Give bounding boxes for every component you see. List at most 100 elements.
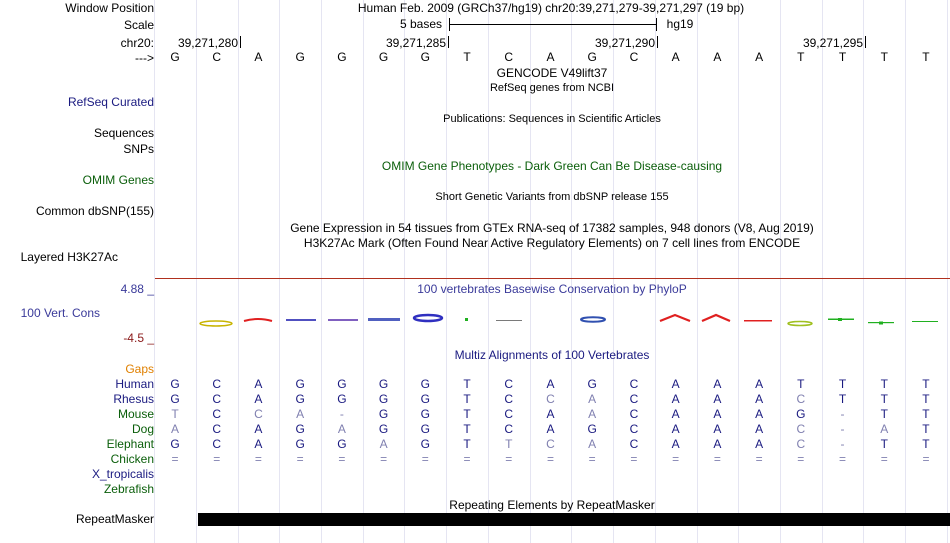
phylop-track-label[interactable]: 100 Vert. Cons [20,306,100,320]
gtex-track-title[interactable]: Gene Expression in 54 tissues from GTEx … [290,221,814,235]
snps-track-label[interactable]: SNPs [123,142,154,156]
alignment-base: A [588,437,597,451]
alignment-base: = [880,452,888,466]
base-gridline [446,0,447,543]
alignment-base: A [546,377,555,391]
reference-base: C [504,50,514,64]
alignment-base: T [922,407,930,421]
alignment-base: - [339,407,344,421]
coord-label: 39,271,295 [802,36,863,50]
phylop-mark-a [744,320,772,322]
track-separator [155,278,950,279]
alignment-base: C [254,407,263,421]
alignment-base: = [463,452,471,466]
alignment-base: A [170,422,179,436]
alignment-base: T [838,377,847,391]
alignment-base: G [378,407,389,421]
dbsnp-track-title[interactable]: Short Genetic Variants from dbSNP releas… [435,191,669,203]
species-label[interactable]: Chicken [110,452,154,466]
sequences-track-label[interactable]: Sequences [93,126,154,140]
alignment-base: T [838,392,847,406]
base-gridline [947,0,948,543]
phylop-mark-g [328,319,358,321]
phylop-mark-g [368,318,400,321]
repeatmasker-track-label[interactable]: RepeatMasker [75,512,154,526]
omim-track-title[interactable]: OMIM Gene Phenotypes - Dark Green Can Be… [381,159,723,173]
base-gridline [863,0,864,543]
strand-label: ---> [135,51,154,65]
reference-base: G [587,50,597,64]
base-gridline [697,0,698,543]
multiz-track-title[interactable]: Multiz Alignments of 100 Vertebrates [454,348,650,362]
base-gridline [571,0,572,543]
publications-track-title[interactable]: Publications: Sequences in Scientific Ar… [443,113,661,125]
phylop-mark-t [465,318,468,321]
phylop-track-title[interactable]: 100 vertebrates Basewise Conservation by… [417,282,687,296]
refseq-track-label[interactable]: RefSeq Curated [67,95,154,109]
alignment-base: C [504,377,514,391]
alignment-base: C [504,422,514,436]
alignment-base: G [420,437,430,451]
alignment-base: A [379,437,388,451]
alignment-base: C [212,437,222,451]
base-gridline [154,0,155,543]
alignment-base: = [213,452,221,466]
alignment-base: A [254,392,263,406]
alignment-base: A [755,392,764,406]
species-label[interactable]: Rhesus [113,392,154,406]
base-gridline [613,0,614,543]
reference-base: T [880,50,888,64]
coord-tick [865,36,866,48]
repeatmasker-block[interactable] [198,513,950,526]
species-label[interactable]: Dog [131,422,154,436]
species-label[interactable]: X_tropicalis [91,467,154,481]
alignment-base: = [380,452,388,466]
base-gridline [363,0,364,543]
h3k27ac-track-label[interactable]: Layered H3K27Ac [20,250,118,264]
species-label[interactable]: Mouse [117,407,154,421]
alignment-base: T [880,377,888,391]
reference-base: T [797,50,805,64]
refseq-track-title[interactable]: RefSeq genes from NCBI [489,82,615,94]
h3k27ac-track-title[interactable]: H3K27Ac Mark (Often Found Near Active Re… [303,236,801,250]
alignment-base: - [840,407,845,421]
species-label[interactable]: Elephant [106,437,154,451]
alignment-base: C [504,407,514,421]
alignment-base: G [420,422,430,436]
alignment-base: C [546,392,555,406]
alignment-base: A [546,407,555,421]
alignment-base: A [254,422,263,436]
species-label[interactable]: Human [115,377,154,391]
alignment-base: G [420,407,430,421]
reference-base: C [629,50,639,64]
phylop-mark-c [199,320,233,327]
species-label[interactable]: Gaps [125,362,154,376]
reference-base: G [295,50,305,64]
alignment-base: A [588,392,597,406]
alignment-base: G [337,437,347,451]
alignment-base: C [212,392,222,406]
phylop-mark-a [243,318,273,322]
alignment-base: G [420,392,430,406]
alignment-base: A [755,437,764,451]
scale-bar [449,24,657,25]
reference-base: A [713,50,722,64]
reference-base: A [546,50,555,64]
dbsnp-track-label[interactable]: Common dbSNP(155) [35,204,154,218]
base-gridline [279,0,280,543]
alignment-base: C [504,392,514,406]
reference-base: T [463,50,471,64]
omim-track-label[interactable]: OMIM Genes [82,173,154,187]
phylop-mark-g [580,316,606,323]
gencode-track-title[interactable]: GENCODE V49lift37 [496,66,608,80]
species-label[interactable]: Zebrafish [103,482,154,496]
alignment-base: G [170,392,180,406]
repeatmasker-track-title[interactable]: Repeating Elements by RepeatMasker [449,498,655,512]
alignment-base: A [546,422,555,436]
coord-label: 39,271,290 [594,36,655,50]
phylop-mark-t [912,321,938,322]
alignment-base: A [713,377,722,391]
phylop-mark-t [879,321,883,325]
